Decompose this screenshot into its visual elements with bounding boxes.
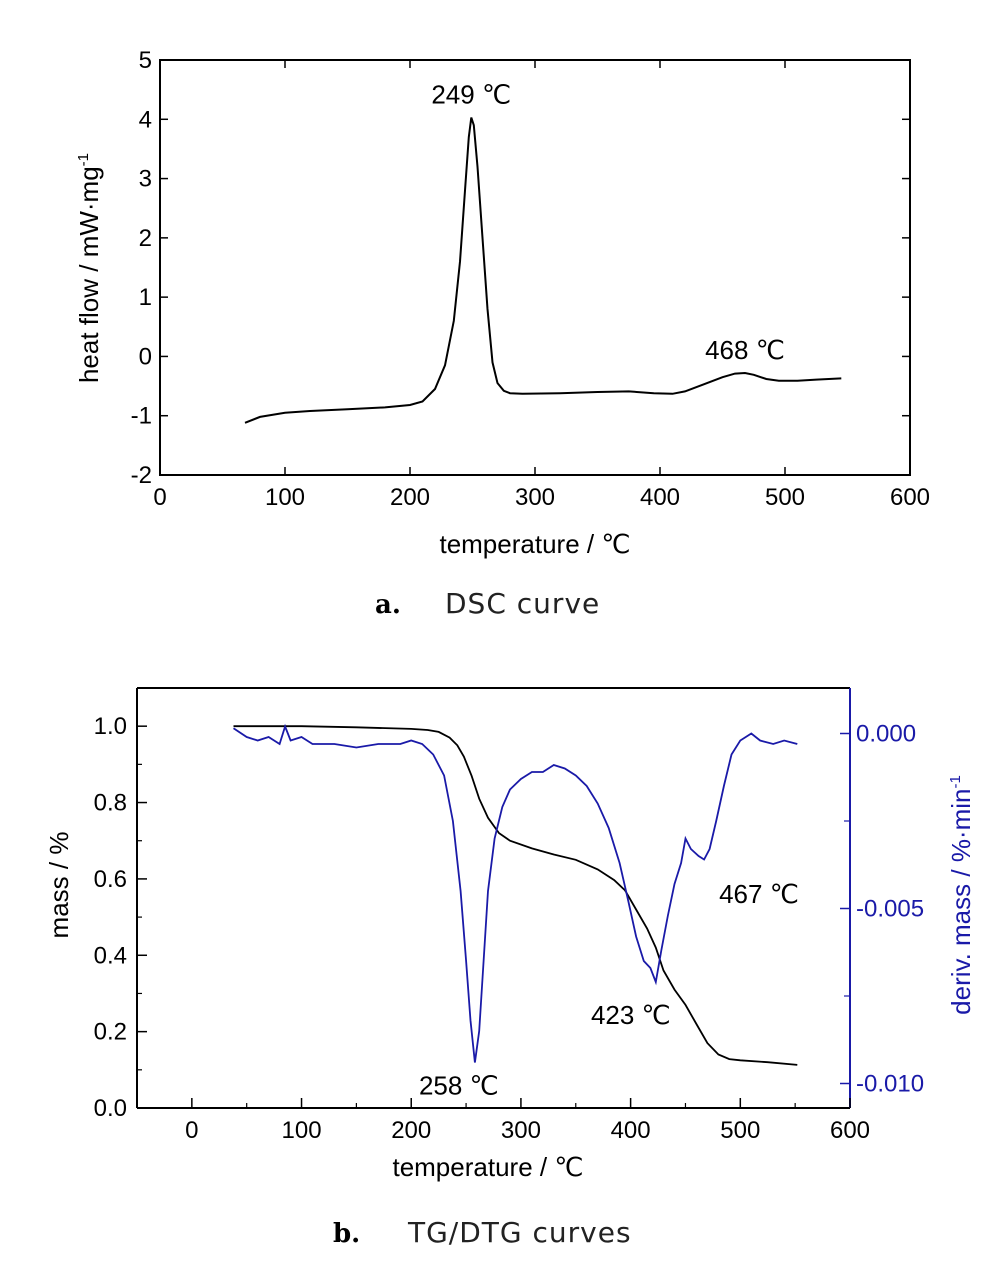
tg-y-axis-ticks: 0.0 0.2 0.4 0.6 0.8 1.0: [94, 713, 147, 1122]
dtg-peak-label: 423 ℃: [591, 1000, 671, 1030]
dsc-y-tick-label: -1: [131, 403, 152, 430]
caption-a-letter: a.: [375, 590, 401, 620]
dsc-curve: [244, 117, 842, 424]
dsc-y-axis-title: heat flow / mW·mg-1: [74, 153, 104, 383]
dtg-y2-axis-ticks: -0.010 -0.005 0.000: [840, 721, 924, 1098]
tg-x-tick-label: 100: [282, 1117, 322, 1144]
dsc-x-axis-title: temperature / ℃: [439, 529, 630, 559]
dtg-y2-tick-label: -0.005: [856, 896, 924, 923]
dsc-y-tick-label: 1: [139, 284, 152, 311]
dsc-x-tick-label: 200: [390, 484, 430, 511]
tg-x-tick-label: 300: [501, 1117, 541, 1144]
dsc-y-axis-title-group: heat flow / mW·mg-1: [74, 153, 104, 383]
dsc-peak-label: 249 ℃: [431, 80, 511, 110]
dsc-y-axis-title-superscript: -1: [75, 153, 92, 166]
dsc-x-axis-ticks: 0 100 200 300 400 500 600: [153, 60, 930, 511]
dtg-peak-label: 467 ℃: [719, 879, 799, 909]
dsc-y-tick-label: 3: [139, 166, 152, 193]
dsc-chart: 0 100 200 300 400 500 600 -2 -1 0 1 2 3 4 5 249 ℃ 468 …: [74, 47, 930, 620]
dsc-plot-frame: [159, 59, 911, 476]
tg-x-tick-label: 200: [391, 1117, 431, 1144]
dtg-y2-axis-title-group: deriv. mass / %·min-1: [946, 775, 976, 1015]
dtg-y2-axis-title-superscript: -1: [947, 775, 964, 788]
tg-y-tick-label: 0.4: [94, 942, 127, 969]
caption-b-text: TG/DTG curves: [407, 1216, 632, 1249]
dsc-annotations: 249 ℃ 468 ℃: [431, 80, 785, 366]
tg-y-axis-title: mass / %: [44, 832, 74, 939]
dtg-y2-axis-title-main: deriv. mass / %·min: [946, 789, 976, 1015]
tg-y-tick-label: 0.0: [94, 1095, 127, 1122]
caption-b-letter: b.: [333, 1219, 360, 1249]
dtg-y2-axis-title: deriv. mass / %·min-1: [946, 775, 976, 1015]
dsc-x-tick-label: 600: [890, 484, 930, 511]
tg-mass-curve: [233, 725, 798, 1066]
tg-y-tick-label: 0.8: [94, 790, 127, 817]
dsc-x-tick-label: 100: [265, 484, 305, 511]
tg-x-tick-label: 500: [720, 1117, 760, 1144]
tg-x-tick-label: 600: [830, 1117, 870, 1144]
tg-y-tick-label: 0.6: [94, 866, 127, 893]
dsc-x-tick-label: 500: [765, 484, 805, 511]
dsc-x-tick-label: 0: [153, 484, 166, 511]
dsc-y-tick-label: -2: [131, 462, 152, 489]
dtg-y2-tick-label: -0.010: [856, 1071, 924, 1098]
dsc-y-tick-label: 5: [139, 47, 152, 74]
tg-y-tick-label: 0.2: [94, 1019, 127, 1046]
tg-y-tick-label: 1.0: [94, 713, 127, 740]
dtg-deriv-curve: [233, 723, 798, 1063]
dsc-x-tick-label: 300: [515, 484, 555, 511]
dsc-y-axis-ticks: -2 -1 0 1 2 3 4 5: [131, 47, 910, 489]
tg-dtg-annotations: 258 ℃ 423 ℃ 467 ℃: [419, 879, 799, 1101]
dtg-y2-tick-label: 0.000: [856, 721, 916, 748]
dsc-x-tick-label: 400: [640, 484, 680, 511]
tg-x-tick-label: 400: [611, 1117, 651, 1144]
tg-x-axis-title: temperature / ℃: [392, 1152, 583, 1182]
tg-x-axis-ticks: 0 100 200 300 400 500 600: [136, 1098, 870, 1144]
tg-dtg-chart: 0 100 200 300 400 500 600 0.0 0.2 0.4 0.6 0.8 1.0 -…: [44, 687, 976, 1249]
dsc-y-tick-label: 2: [139, 225, 152, 252]
tg-x-tick-label: 0: [185, 1117, 198, 1144]
caption-a-text: DSC curve: [445, 587, 600, 620]
dsc-y-tick-label: 4: [139, 106, 152, 133]
dsc-y-axis-title-main: heat flow / mW·mg: [74, 166, 104, 383]
dtg-peak-label: 258 ℃: [419, 1071, 499, 1101]
dsc-peak-label: 468 ℃: [705, 335, 785, 365]
dsc-y-tick-label: 0: [139, 343, 152, 370]
